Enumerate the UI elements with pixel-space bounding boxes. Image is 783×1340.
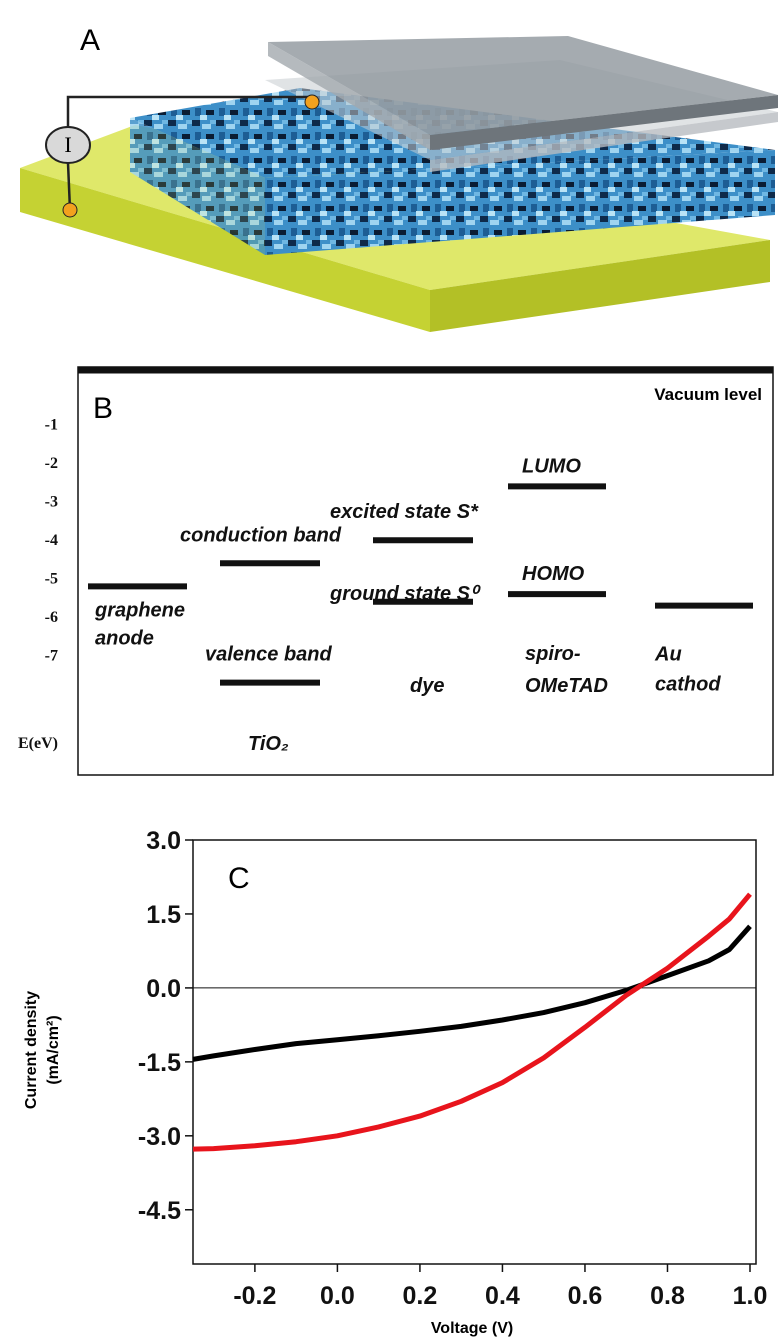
material-name: OMeTAD <box>525 675 608 697</box>
plot-frame <box>192 839 757 1265</box>
axis-label: E(eV) <box>18 735 58 752</box>
material-name: spiro- <box>525 643 581 665</box>
material-name: dye <box>410 675 444 697</box>
vacuum-label: Vacuum level <box>654 385 762 404</box>
x-tick-label: 0.0 <box>320 1282 355 1310</box>
y-tick-label: 3.0 <box>146 827 181 855</box>
level-label: excited state S* <box>330 501 479 523</box>
energy-tick-label: -4 <box>45 532 58 549</box>
level-label: ground state S⁰ <box>329 583 481 605</box>
y-axis-label: Current density <box>23 991 40 1109</box>
level-label: LUMO <box>522 455 581 477</box>
meter-label: I <box>64 132 71 157</box>
data-line <box>192 892 752 1152</box>
energy-tick-label: -1 <box>45 417 58 434</box>
level-label: anode <box>95 627 154 649</box>
device-illustration <box>20 36 778 332</box>
material-name: TiO₂ <box>248 733 289 755</box>
x-tick-label: 0.8 <box>650 1282 685 1310</box>
energy-tick-label: -3 <box>45 494 58 511</box>
energy-tick-label: -6 <box>45 609 58 626</box>
level-label: cathod <box>655 674 721 696</box>
panel-frame <box>77 366 774 776</box>
x-tick-label: 0.4 <box>485 1282 520 1310</box>
y-tick-label: 0.0 <box>146 975 181 1003</box>
energy-tick-label: -7 <box>45 648 58 665</box>
level-label: graphene <box>94 599 185 621</box>
x-tick-label: 0.6 <box>568 1282 603 1310</box>
level-label: conduction band <box>180 524 342 546</box>
x-tick-label: 1.0 <box>733 1282 768 1310</box>
data-line <box>192 924 752 1062</box>
level-label: HOMO <box>522 563 585 585</box>
level-label: valence band <box>205 644 333 666</box>
level-label: Au <box>654 644 682 666</box>
y-tick-label: -3.0 <box>138 1123 181 1151</box>
panel-label: B <box>93 392 113 425</box>
y-tick-label: -1.5 <box>138 1049 181 1077</box>
x-tick-label: 0.2 <box>403 1282 438 1310</box>
x-tick-label: -0.2 <box>233 1282 276 1310</box>
panel-label: C <box>228 862 250 895</box>
y-tick-label: -4.5 <box>138 1197 181 1225</box>
x-axis-label: Voltage (V) <box>431 1320 513 1337</box>
energy-tick-label: -5 <box>45 571 58 588</box>
y-axis-label: (mA/cm²) <box>45 1015 62 1084</box>
y-tick-label: 1.5 <box>146 901 181 929</box>
panel-label: A <box>80 24 100 57</box>
energy-tick-label: -2 <box>45 455 58 472</box>
